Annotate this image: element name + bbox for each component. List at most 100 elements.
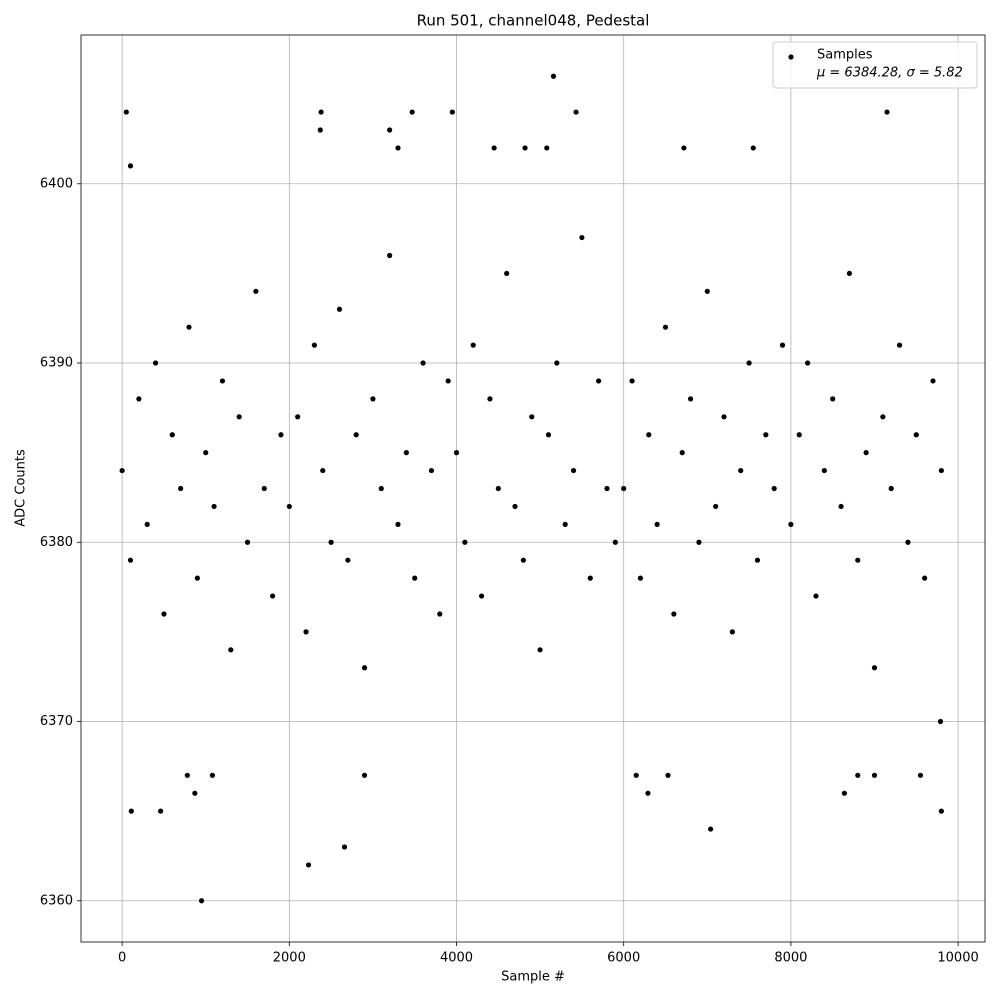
- data-point: [184, 772, 190, 778]
- data-point: [671, 611, 677, 617]
- data-point: [341, 844, 348, 850]
- data-point: [570, 467, 577, 474]
- data-point: [412, 575, 418, 581]
- data-point: [554, 360, 560, 366]
- data-point: [855, 772, 861, 778]
- data-point: [855, 557, 861, 563]
- data-point: [629, 378, 635, 384]
- data-point: [504, 270, 510, 277]
- data-point: [896, 342, 903, 348]
- data-point: [409, 109, 415, 115]
- data-point: [813, 593, 819, 599]
- data-point: [729, 629, 735, 635]
- data-point: [178, 485, 184, 492]
- data-point: [123, 109, 129, 115]
- data-point: [805, 360, 811, 366]
- data-point: [550, 73, 557, 79]
- data-point: [604, 485, 610, 492]
- legend-note: μ = 6384.28, σ = 5.82: [816, 66, 963, 81]
- data-point: [596, 378, 602, 384]
- data-point: [161, 611, 167, 617]
- data-point: [763, 432, 769, 438]
- data-point: [704, 288, 710, 294]
- data-point: [821, 467, 827, 474]
- data-point: [336, 306, 343, 312]
- data-point: [846, 270, 853, 277]
- data-point: [395, 521, 401, 527]
- data-point: [545, 432, 552, 438]
- legend-label: Samples: [817, 48, 873, 63]
- data-point: [453, 450, 460, 456]
- data-point: [937, 718, 944, 725]
- data-point: [370, 396, 376, 402]
- data-point: [579, 234, 585, 241]
- data-point: [687, 396, 694, 402]
- data-point: [637, 575, 644, 581]
- y-tick-label: 6370: [40, 714, 73, 729]
- data-point: [127, 557, 134, 563]
- data-point: [796, 432, 802, 438]
- data-point: [750, 145, 756, 151]
- data-point: [529, 414, 535, 420]
- data-point: [922, 575, 928, 581]
- x-axis-label: Sample #: [501, 970, 565, 985]
- data-point: [573, 109, 579, 115]
- data-point: [361, 665, 368, 671]
- data-point: [520, 557, 526, 563]
- data-point: [779, 342, 786, 348]
- data-point: [491, 145, 497, 151]
- data-point: [305, 862, 312, 868]
- data-point: [119, 467, 125, 474]
- x-tick-label: 6000: [607, 951, 640, 966]
- data-point: [128, 808, 134, 814]
- data-point: [917, 772, 924, 778]
- data-point: [449, 109, 455, 115]
- data-point: [127, 163, 134, 169]
- data-point: [270, 593, 276, 599]
- data-point: [194, 575, 200, 581]
- chart-title: Run 501, channel048, Pedestal: [417, 12, 650, 30]
- data-point: [871, 665, 878, 671]
- x-tick-label: 4000: [440, 951, 473, 966]
- data-point: [295, 414, 301, 420]
- data-point: [863, 450, 869, 456]
- data-point: [633, 772, 639, 778]
- legend-box: [772, 41, 978, 89]
- data-point: [445, 378, 451, 384]
- data-point: [708, 826, 714, 832]
- data-point: [328, 539, 334, 545]
- x-tick-label: 8000: [774, 951, 807, 966]
- data-point: [318, 109, 324, 115]
- x-tick-label: 2000: [273, 951, 306, 966]
- data-point: [746, 360, 752, 366]
- data-point: [905, 539, 911, 545]
- data-point: [754, 557, 761, 563]
- data-point: [278, 432, 284, 438]
- data-point: [387, 252, 393, 259]
- data-point: [537, 647, 543, 653]
- data-point: [244, 539, 251, 545]
- data-point: [203, 450, 209, 456]
- data-point: [830, 396, 836, 402]
- data-point: [587, 575, 593, 581]
- data-point: [286, 503, 292, 510]
- data-point: [211, 503, 217, 510]
- data-point: [738, 467, 744, 474]
- data-point: [913, 432, 919, 438]
- data-point: [938, 467, 944, 474]
- y-tick-label: 6360: [40, 893, 73, 908]
- y-tick-label: 6400: [40, 176, 73, 191]
- data-point: [679, 450, 685, 456]
- data-point: [888, 485, 894, 492]
- data-point: [437, 611, 443, 617]
- data-point: [646, 432, 652, 438]
- data-point: [152, 360, 159, 366]
- data-point: [353, 432, 359, 438]
- data-point: [186, 324, 192, 330]
- data-point: [721, 414, 727, 420]
- data-point: [420, 360, 426, 366]
- data-point: [387, 127, 393, 133]
- y-tick-label: 6380: [40, 535, 73, 550]
- y-axis-label: ADC Counts: [14, 449, 29, 527]
- x-tick-label: 10000: [937, 951, 978, 966]
